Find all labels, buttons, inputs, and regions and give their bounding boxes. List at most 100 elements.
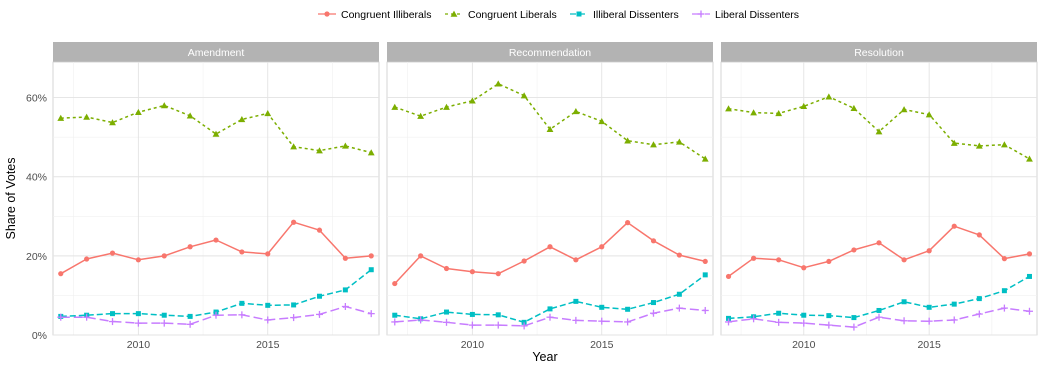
data-point xyxy=(800,319,808,327)
data-point xyxy=(418,253,424,259)
series-liberal-dissenters xyxy=(725,304,1033,331)
data-point xyxy=(573,257,579,263)
data-point xyxy=(443,318,451,326)
panel-recommendation: Recommendation 2010 2015 xyxy=(386,42,714,351)
facet-title: Amendment xyxy=(188,47,245,59)
data-point xyxy=(468,97,476,104)
x-tick-label: 2015 xyxy=(590,339,614,351)
data-point xyxy=(624,137,632,144)
data-point xyxy=(161,312,167,318)
data-point xyxy=(291,302,297,308)
panel-resolution: Resolution 2010 2015 xyxy=(720,42,1038,351)
data-point xyxy=(951,223,957,229)
data-point xyxy=(650,238,657,244)
data-point xyxy=(726,315,732,321)
data-point xyxy=(187,244,193,250)
x-tick-label: 2015 xyxy=(256,339,280,351)
data-point xyxy=(850,323,858,331)
legend-key-marker xyxy=(450,10,458,17)
y-tick-label: 60% xyxy=(26,93,47,105)
series-congruent-liberals xyxy=(391,80,709,162)
data-point xyxy=(826,313,832,319)
data-point xyxy=(341,142,349,149)
data-point xyxy=(521,319,527,325)
data-point xyxy=(109,119,116,126)
data-point xyxy=(1000,141,1008,148)
data-point xyxy=(469,311,475,317)
data-point xyxy=(572,316,580,324)
data-point xyxy=(1026,155,1033,162)
data-point xyxy=(109,318,117,326)
data-point xyxy=(650,300,656,306)
legend-item-congruent-liberals: Congruent Liberals xyxy=(445,9,557,21)
data-point xyxy=(826,258,832,265)
facet-title: Resolution xyxy=(854,47,904,59)
gridlines xyxy=(53,62,379,336)
data-point xyxy=(443,103,450,110)
data-point xyxy=(1025,307,1033,315)
data-point xyxy=(392,280,398,287)
data-point xyxy=(751,255,757,261)
data-point xyxy=(134,319,142,327)
series-liberal-dissenters xyxy=(391,304,709,330)
data-point xyxy=(976,296,982,302)
data-point xyxy=(901,299,907,305)
x-tick-label: 2010 xyxy=(461,339,485,351)
data-point xyxy=(573,298,579,304)
data-point xyxy=(391,318,399,326)
y-axis-title: Share of Votes xyxy=(4,157,18,239)
series-liberal-dissenters xyxy=(57,303,375,328)
panel-background xyxy=(720,61,1038,336)
data-point xyxy=(801,265,807,271)
data-point xyxy=(701,306,709,314)
data-point xyxy=(316,147,323,154)
data-point xyxy=(238,115,246,123)
data-point xyxy=(520,322,528,330)
data-point xyxy=(750,109,758,116)
data-point xyxy=(264,110,272,117)
data-point xyxy=(675,138,683,145)
x-tick-label: 2010 xyxy=(792,339,816,351)
data-point xyxy=(676,252,682,258)
data-point xyxy=(417,112,425,119)
data-point xyxy=(290,314,298,322)
data-point xyxy=(625,220,631,226)
data-point xyxy=(876,307,882,313)
data-point xyxy=(495,312,501,318)
data-point xyxy=(239,300,245,306)
data-point xyxy=(776,257,782,263)
series-congruent-illiberals xyxy=(392,220,708,287)
data-point xyxy=(134,108,142,115)
panel-background xyxy=(386,61,714,336)
data-point xyxy=(83,313,91,321)
data-point xyxy=(494,80,502,87)
data-point xyxy=(368,253,374,259)
legend-key-marker xyxy=(697,10,705,18)
data-point xyxy=(521,258,527,264)
data-point xyxy=(368,267,374,273)
data-point xyxy=(110,311,116,317)
x-axis-title: Year xyxy=(532,350,557,364)
data-point xyxy=(161,253,167,259)
data-point xyxy=(1000,304,1008,312)
data-point xyxy=(702,272,708,278)
data-point xyxy=(876,240,882,246)
data-point xyxy=(342,255,348,261)
series-congruent-liberals xyxy=(725,93,1033,162)
legend-item-liberal-dissenters: Liberal Dissenters xyxy=(692,9,799,21)
data-point xyxy=(926,248,932,254)
series-congruent-liberals xyxy=(57,102,375,156)
data-point xyxy=(800,102,808,110)
data-point xyxy=(976,232,982,238)
data-point xyxy=(520,92,528,99)
data-point xyxy=(160,102,168,109)
data-point xyxy=(546,125,554,132)
data-point xyxy=(599,304,605,310)
data-point xyxy=(495,271,501,277)
data-point xyxy=(950,139,958,146)
data-point xyxy=(676,291,682,297)
data-point xyxy=(925,317,933,325)
gridlines xyxy=(387,62,713,336)
data-point xyxy=(901,257,907,263)
